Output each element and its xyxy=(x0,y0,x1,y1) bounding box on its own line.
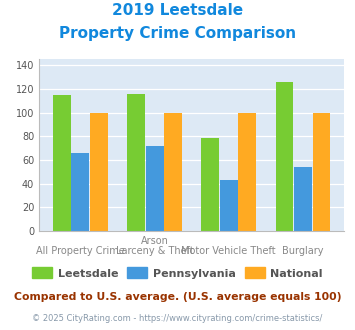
Bar xyxy=(71,153,89,231)
Bar xyxy=(294,167,312,231)
Bar xyxy=(239,113,256,231)
Text: Burglary: Burglary xyxy=(282,246,324,256)
Text: © 2025 CityRating.com - https://www.cityrating.com/crime-statistics/: © 2025 CityRating.com - https://www.city… xyxy=(32,314,323,323)
Text: Motor Vehicle Theft: Motor Vehicle Theft xyxy=(181,246,276,256)
Text: Property Crime Comparison: Property Crime Comparison xyxy=(59,26,296,41)
Bar xyxy=(220,180,238,231)
Bar xyxy=(53,95,71,231)
Text: 2019 Leetsdale: 2019 Leetsdale xyxy=(112,3,243,18)
Bar xyxy=(313,113,331,231)
Bar xyxy=(201,138,219,231)
Bar xyxy=(275,82,293,231)
Text: All Property Crime: All Property Crime xyxy=(36,246,125,256)
Text: Arson: Arson xyxy=(141,236,169,246)
Legend: Leetsdale, Pennsylvania, National: Leetsdale, Pennsylvania, National xyxy=(28,263,327,283)
Bar xyxy=(164,113,182,231)
Text: Compared to U.S. average. (U.S. average equals 100): Compared to U.S. average. (U.S. average … xyxy=(14,292,341,302)
Bar xyxy=(127,94,145,231)
Bar xyxy=(90,113,108,231)
Bar xyxy=(146,146,164,231)
Text: Larceny & Theft: Larceny & Theft xyxy=(116,246,193,256)
